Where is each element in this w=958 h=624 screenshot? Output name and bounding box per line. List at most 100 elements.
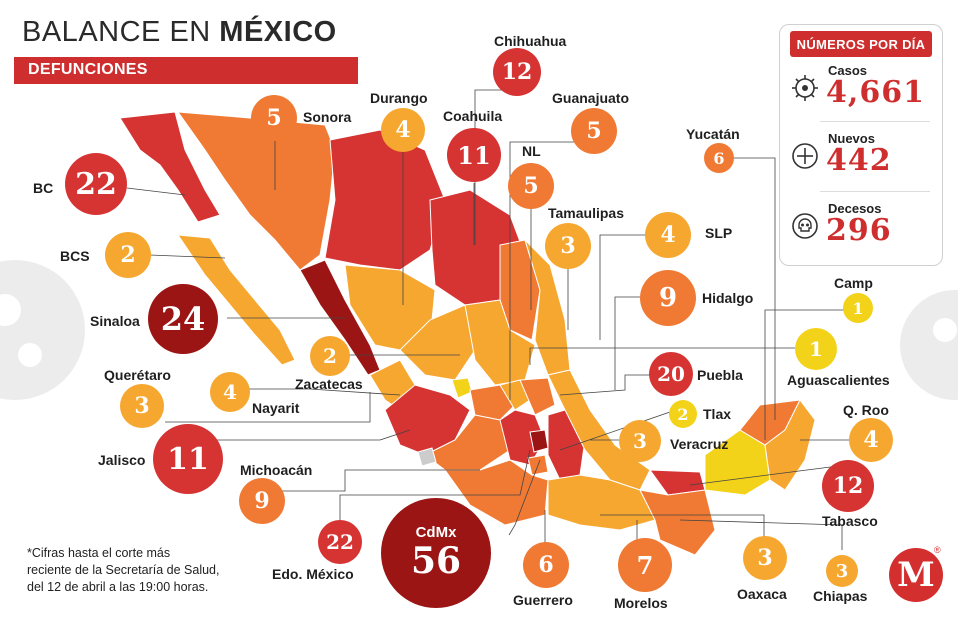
stat-value-casos: 4,661 bbox=[826, 75, 925, 110]
milenio-logo: M bbox=[889, 548, 943, 602]
state-label-sinaloa: Sinaloa bbox=[90, 313, 140, 329]
state-label-yucatan: Yucatán bbox=[686, 126, 740, 142]
state-bubble-nl: 5 bbox=[508, 163, 554, 209]
region-chiapas bbox=[639, 489, 716, 556]
state-bubble-chihuahua: 12 bbox=[493, 48, 541, 96]
plus-circle-icon bbox=[792, 143, 818, 169]
state-label-camp: Camp bbox=[834, 275, 873, 291]
region-jalisco bbox=[384, 384, 471, 456]
page-title: BALANCE EN MÉXICO bbox=[22, 16, 337, 48]
state-bubble-tlax: 2 bbox=[669, 400, 697, 428]
state-bubble-jalisco: 11 bbox=[153, 424, 223, 494]
stat-casos: Casos 4,661 bbox=[790, 63, 932, 125]
skull-icon bbox=[792, 213, 818, 239]
state-bubble-tamaulipas: 3 bbox=[545, 223, 591, 269]
state-label-slp: SLP bbox=[705, 225, 733, 241]
state-label-qroo: Q. Roo bbox=[843, 402, 889, 418]
state-label-bc: BC bbox=[33, 180, 54, 196]
state-bubble-yucatan: 6 bbox=[704, 143, 734, 173]
state-bubble-zacatecas: 2 bbox=[310, 336, 350, 376]
state-label-guanajuato: Guanajuato bbox=[552, 90, 630, 106]
state-label-hidalgo: Hidalgo bbox=[702, 290, 754, 306]
state-bubble-slp: 4 bbox=[645, 212, 691, 258]
panel-divider bbox=[820, 121, 930, 122]
page-subtitle: DEFUNCIONES bbox=[28, 61, 148, 78]
stat-nuevos: Nuevos 442 bbox=[790, 131, 932, 193]
state-bubble-bcs: 2 bbox=[105, 232, 151, 278]
state-label-aguascalientes: Aguascalientes bbox=[787, 372, 890, 388]
region-guanajuato bbox=[469, 384, 516, 421]
region-bcs bbox=[176, 234, 296, 366]
state-bubble-guanajuato: 5 bbox=[571, 108, 617, 154]
virus-icon bbox=[792, 75, 818, 101]
state-label-edomex: Edo. México bbox=[272, 566, 354, 582]
state-label-queretaro: Querétaro bbox=[104, 367, 171, 383]
state-label-chihuahua: Chihuahua bbox=[494, 33, 567, 49]
state-label-zacatecas: Zacatecas bbox=[295, 376, 363, 392]
state-bubble-queretaro: 3 bbox=[120, 384, 164, 428]
state-bubble-guerrero: 6 bbox=[523, 542, 569, 588]
state-label-sonora: Sonora bbox=[303, 109, 352, 125]
region-hidalgo bbox=[519, 377, 556, 416]
state-label-nayarit: Nayarit bbox=[252, 400, 300, 416]
state-bubble-hidalgo: 9 bbox=[640, 270, 696, 326]
state-label-oaxaca: Oaxaca bbox=[737, 586, 787, 602]
state-label-nl: NL bbox=[522, 143, 541, 159]
region-bc bbox=[119, 111, 221, 223]
logo-registered-mark: ® bbox=[934, 545, 941, 555]
state-label-jalisco: Jalisco bbox=[98, 452, 146, 468]
daily-numbers-panel: NÚMEROS POR DÍA Casos 4,661 Nuevos 442 bbox=[779, 24, 943, 266]
stat-label-decesos: Decesos bbox=[828, 201, 882, 216]
region-sonora bbox=[176, 111, 336, 271]
state-bubble-oaxaca: 3 bbox=[743, 536, 787, 580]
footnote-line-1: *Cifras hasta el corte más bbox=[27, 546, 171, 560]
state-label-tamaulipas: Tamaulipas bbox=[548, 205, 624, 221]
state-bubble-camp: 1 bbox=[843, 293, 873, 323]
panel-divider bbox=[820, 191, 930, 192]
state-label-michoacan: Michoacán bbox=[240, 462, 313, 478]
region-colima bbox=[417, 447, 437, 467]
logo-letter: M bbox=[897, 555, 935, 595]
region-veracruz bbox=[547, 369, 651, 491]
stat-decesos: Decesos 296 bbox=[790, 201, 932, 263]
subtitle-bar bbox=[14, 57, 358, 84]
footnote-line-2: reciente de la Secretaría de Salud, bbox=[27, 563, 220, 577]
state-label-puebla: Puebla bbox=[697, 367, 743, 383]
state-bubble-coahuila: 11 bbox=[447, 128, 501, 182]
state-label-morelos: Morelos bbox=[614, 595, 668, 611]
state-bubble-sonora: 5 bbox=[251, 95, 297, 141]
stat-value-decesos: 296 bbox=[826, 213, 892, 248]
state-value-cdmx: 56 bbox=[410, 540, 462, 582]
stat-label-casos: Casos bbox=[828, 63, 868, 78]
state-bubble-edomex: 22 bbox=[318, 520, 362, 564]
state-bubble-veracruz: 3 bbox=[619, 420, 661, 462]
footnote: *Cifras hasta el corte más reciente de l… bbox=[27, 545, 219, 596]
state-bubble-aguascalientes: 1 bbox=[795, 328, 837, 370]
state-bubble-nayarit: 4 bbox=[210, 372, 250, 412]
footnote-line-3: del 12 de abril a las 19:00 horas. bbox=[27, 580, 209, 594]
state-bubble-cdmx: CdMx 56 bbox=[381, 498, 491, 608]
state-label-tlax: Tlax bbox=[703, 406, 732, 422]
state-bubble-puebla: 20 bbox=[649, 352, 693, 396]
state-label-durango: Durango bbox=[370, 90, 428, 106]
state-label-veracruz: Veracruz bbox=[670, 436, 729, 452]
panel-title: NÚMEROS POR DÍA bbox=[790, 31, 932, 57]
state-bubble-sinaloa: 24 bbox=[148, 284, 218, 354]
state-label-cdmx: CdMx bbox=[415, 524, 457, 541]
state-bubble-durango: 4 bbox=[381, 108, 425, 152]
stat-label-nuevos: Nuevos bbox=[828, 131, 875, 146]
state-bubble-michoacan: 9 bbox=[239, 478, 285, 524]
state-bubble-chiapas: 3 bbox=[826, 555, 858, 587]
state-label-bcs: BCS bbox=[60, 248, 90, 264]
state-bubble-qroo: 4 bbox=[849, 418, 893, 462]
state-bubble-bc: 22 bbox=[65, 153, 127, 215]
state-bubble-morelos: 7 bbox=[618, 538, 672, 592]
state-label-chiapas: Chiapas bbox=[813, 588, 868, 604]
state-label-tabasco: Tabasco bbox=[822, 513, 878, 529]
state-label-coahuila: Coahuila bbox=[443, 108, 503, 124]
stat-value-nuevos: 442 bbox=[826, 143, 892, 178]
